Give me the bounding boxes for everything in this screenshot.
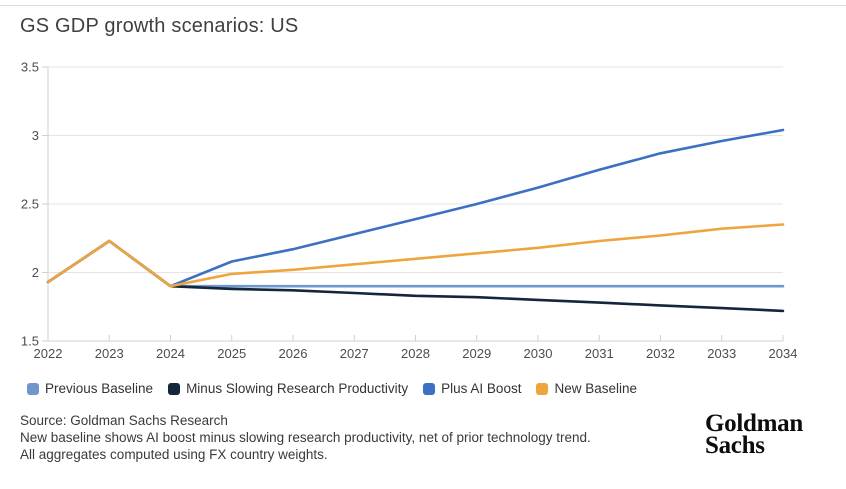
legend-swatch-icon (536, 382, 549, 395)
legend-label: New Baseline (554, 381, 637, 396)
line-chart-plot: 1.5 2 2.5 3 3.5 2022 2023 2024 2025 2026 2027 2028 2… (21, 60, 798, 362)
chart-title: GS GDP growth scenarios: US (20, 15, 299, 37)
x-axis-label: 2026 (279, 346, 308, 361)
x-axis-label: 2028 (401, 346, 430, 361)
x-axis-label: 2027 (340, 346, 369, 361)
x-axis-label: 2029 (462, 346, 491, 361)
legend-swatch-icon (423, 382, 436, 395)
legend-label: Previous Baseline (45, 381, 154, 396)
legend-swatch-icon (168, 382, 181, 395)
x-axis-label: 2032 (646, 346, 675, 361)
x-axis-label: 2022 (34, 346, 63, 361)
legend-swatch-icon (27, 382, 39, 395)
y-axis-label: 3.5 (21, 60, 39, 75)
y-axis-label: 2 (32, 265, 39, 280)
x-axis-label: 2033 (707, 346, 736, 361)
chart-footnotes: Source: Goldman Sachs Research New basel… (20, 412, 591, 463)
goldman-sachs-logo: Goldman Sachs (705, 410, 803, 459)
legend-item-new-baseline: New Baseline (536, 381, 637, 396)
x-axis-label: 2034 (769, 346, 798, 361)
y-axis-label: 1.5 (21, 334, 39, 349)
legend-label: Plus AI Boost (441, 381, 522, 396)
logo-line-2: Sachs (705, 432, 765, 459)
x-axis-label: 2030 (524, 346, 553, 361)
source-line: Source: Goldman Sachs Research (20, 413, 228, 428)
x-axis-label: 2025 (217, 346, 246, 361)
x-axis-label: 2024 (156, 346, 185, 361)
footnote-1: New baseline shows AI boost minus slowin… (20, 430, 591, 445)
y-axis-label: 2.5 (21, 197, 39, 212)
series-line-previous-baseline (46, 239, 785, 288)
x-axis-label: 2023 (95, 346, 124, 361)
top-divider (0, 5, 846, 6)
x-axis-label: 2031 (585, 346, 614, 361)
chart-legend: Previous Baseline Minus Slowing Research … (27, 381, 637, 396)
legend-item-previous-baseline: Previous Baseline (27, 381, 153, 396)
legend-item-minus-slowing-research-productivity: Minus Slowing Research Productivity (168, 381, 408, 396)
series-line-plus-ai-boost (46, 128, 785, 288)
footnote-2: All aggregates computed using FX country… (20, 447, 328, 462)
y-axis-label: 3 (32, 128, 39, 143)
series-line-new-baseline (46, 223, 785, 288)
logo-line-1: Goldman (705, 410, 803, 437)
legend-item-plus-ai-boost: Plus AI Boost (423, 381, 521, 396)
legend-label: Minus Slowing Research Productivity (186, 381, 409, 396)
